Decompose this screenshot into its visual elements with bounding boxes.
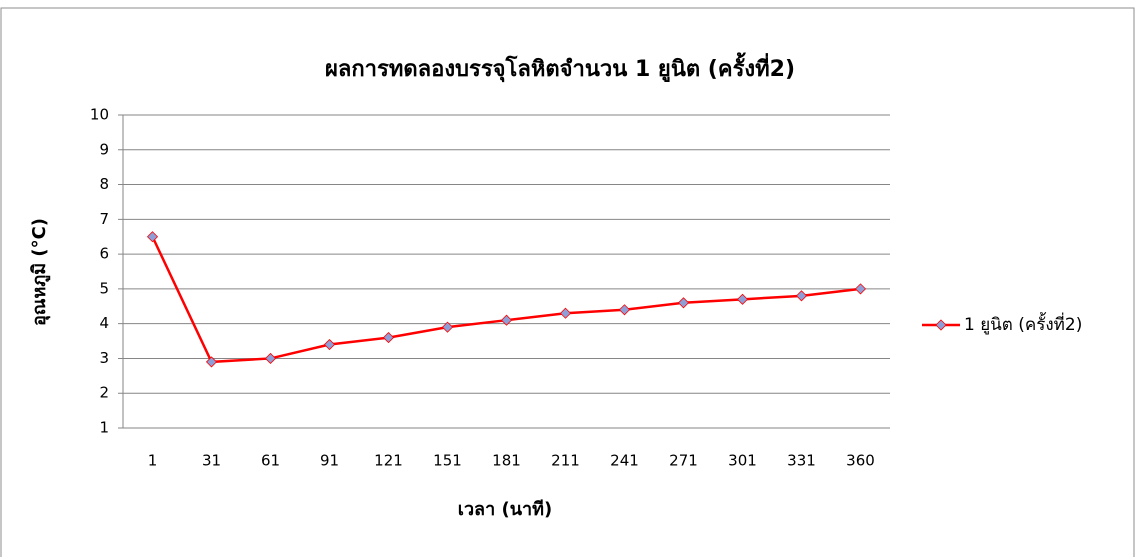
x-tick-label: 271 bbox=[669, 452, 698, 470]
y-tick-label: 6 bbox=[99, 245, 109, 263]
data-point bbox=[618, 304, 631, 316]
y-axis-label: อุณหภูมิ (°C) bbox=[29, 218, 51, 326]
x-tick-label: 121 bbox=[374, 452, 403, 470]
x-tick-label: 31 bbox=[202, 452, 221, 470]
data-point bbox=[146, 231, 159, 243]
x-axis-label: เวลา (นาที) bbox=[458, 499, 552, 520]
x-tick-label: 331 bbox=[787, 452, 816, 470]
y-tick-label: 9 bbox=[99, 140, 109, 158]
data-point bbox=[323, 338, 336, 351]
x-tick-label: 360 bbox=[846, 452, 875, 470]
data-point bbox=[441, 321, 454, 333]
data-point bbox=[559, 307, 572, 319]
legend-label: 1 ยูนิต (ครั้งที่2) bbox=[964, 312, 1082, 335]
data-point bbox=[500, 314, 513, 326]
data-point bbox=[264, 352, 277, 365]
y-tick-label: 4 bbox=[99, 314, 109, 332]
y-tick-label: 3 bbox=[99, 349, 109, 367]
chart-frame bbox=[0, 7, 1135, 557]
y-tick-label: 5 bbox=[99, 279, 109, 297]
data-point bbox=[795, 290, 808, 302]
data-point bbox=[677, 297, 690, 309]
legend-marker bbox=[935, 319, 947, 331]
y-tick-label: 2 bbox=[99, 384, 109, 402]
data-point bbox=[736, 293, 749, 305]
x-tick-label: 91 bbox=[320, 452, 339, 470]
y-tick-label: 8 bbox=[99, 175, 109, 193]
x-tick-label: 151 bbox=[433, 452, 462, 470]
data-point bbox=[854, 283, 867, 295]
y-tick-label: 10 bbox=[90, 106, 109, 124]
data-point bbox=[205, 356, 218, 368]
x-tick-label: 1 bbox=[148, 452, 158, 470]
x-tick-label: 211 bbox=[551, 452, 580, 470]
x-tick-label: 241 bbox=[610, 452, 639, 470]
x-tick-label: 301 bbox=[728, 452, 757, 470]
y-tick-label: 1 bbox=[99, 419, 109, 437]
y-tick-label: 7 bbox=[99, 210, 109, 228]
chart-title: ผลการทดลองบรรจุโลหิตจำนวน 1 ยูนิต (ครั้ง… bbox=[325, 52, 795, 83]
x-tick-label: 181 bbox=[492, 452, 521, 470]
x-tick-label: 61 bbox=[261, 452, 280, 470]
data-point bbox=[382, 332, 395, 344]
